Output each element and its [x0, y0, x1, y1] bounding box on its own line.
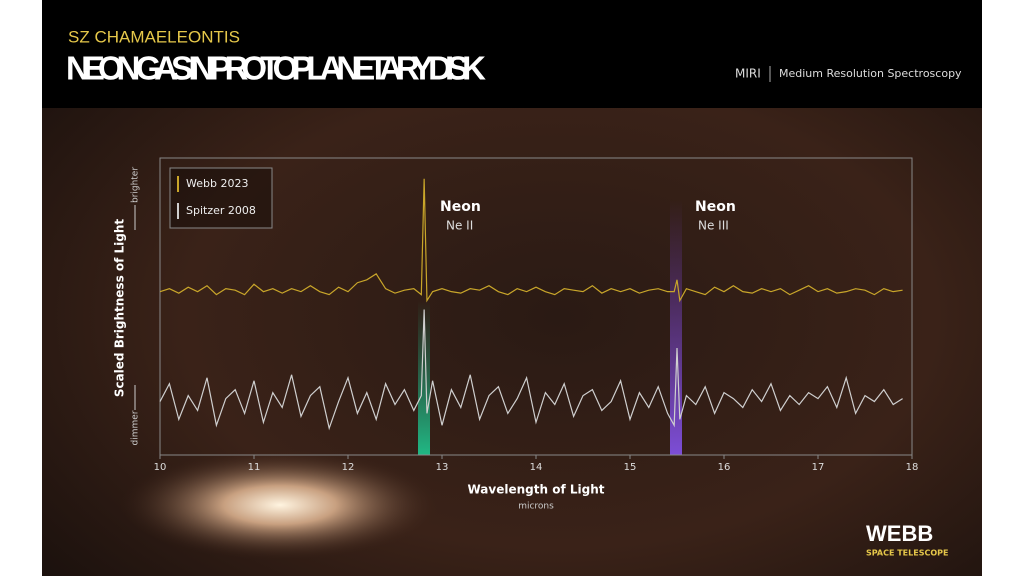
disk-glow: [120, 450, 440, 560]
margin: [0, 0, 42, 576]
x-tick-label: 13: [436, 462, 449, 473]
spectrum-line: [159, 309, 903, 431]
y-axis-label: Scaled Brightness of Light: [113, 219, 127, 398]
x-tick-label: 11: [248, 462, 261, 473]
margin: [982, 0, 1024, 576]
x-tick-label: 16: [718, 462, 731, 473]
annotation-title: Neon: [695, 199, 736, 215]
legend-label: Spitzer 2008: [186, 204, 256, 217]
annotation-label: Ne II: [446, 219, 473, 233]
kicker: SZ CHAMAELEONTIS: [68, 27, 240, 46]
mode: Medium Resolution Spectroscopy: [779, 67, 962, 80]
instrument: MIRI: [735, 67, 761, 81]
annotation-label: Ne III: [698, 219, 729, 233]
y-low: dimmer: [131, 410, 141, 445]
x-tick-label: 10: [154, 462, 167, 473]
x-tick-label: 12: [342, 462, 355, 473]
x-tick-label: 18: [906, 462, 919, 473]
header-bar: [42, 0, 982, 108]
legend-label: Webb 2023: [186, 177, 248, 190]
x-axis-label: Wavelength of Light: [468, 483, 605, 497]
x-tick-label: 15: [624, 462, 637, 473]
spectrum-line: [159, 178, 903, 303]
y-high: brighter: [131, 167, 141, 203]
x-tick-label: 14: [530, 462, 543, 473]
x-tick-label: 17: [812, 462, 825, 473]
ne2-band: [418, 300, 430, 455]
title: NEON GAS IN PROTOPLANETARY DISK: [66, 50, 486, 87]
brand-sub: SPACE TELESCOPE: [866, 549, 948, 558]
annotation-title: Neon: [440, 199, 481, 215]
brand: WEBB: [866, 521, 933, 546]
legend-box: [169, 167, 273, 229]
x-unit: microns: [518, 502, 554, 512]
